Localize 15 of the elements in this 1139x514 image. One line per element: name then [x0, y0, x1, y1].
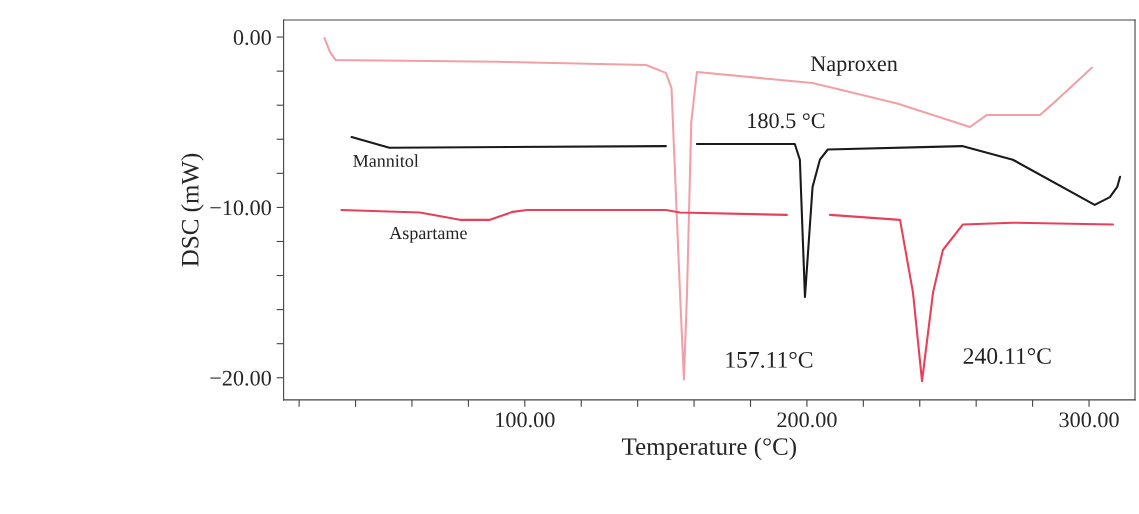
series-label: Mannitol — [353, 154, 419, 168]
line-series — [323, 37, 1093, 381]
series-label: Aspartame — [389, 227, 467, 243]
y-tick-label: −10.00 — [210, 200, 271, 216]
y-axis-title: DSC (mW) — [181, 153, 204, 267]
annotation: 157.11°C — [726, 351, 813, 368]
series-label: Naproxen — [810, 56, 898, 76]
annotation: 240.11°C — [963, 348, 1051, 365]
annotation: 180.5 °C — [748, 113, 825, 129]
y-tick-label: −20.00 — [210, 370, 271, 386]
x-axis-title: Temperature (°C) — [622, 437, 796, 461]
x-tick-label: 200.00 — [777, 412, 837, 428]
x-tick-label: 300.00 — [1059, 412, 1119, 428]
y-tick-label: 0.00 — [233, 30, 271, 46]
x-tick-label: 100.00 — [496, 412, 555, 428]
